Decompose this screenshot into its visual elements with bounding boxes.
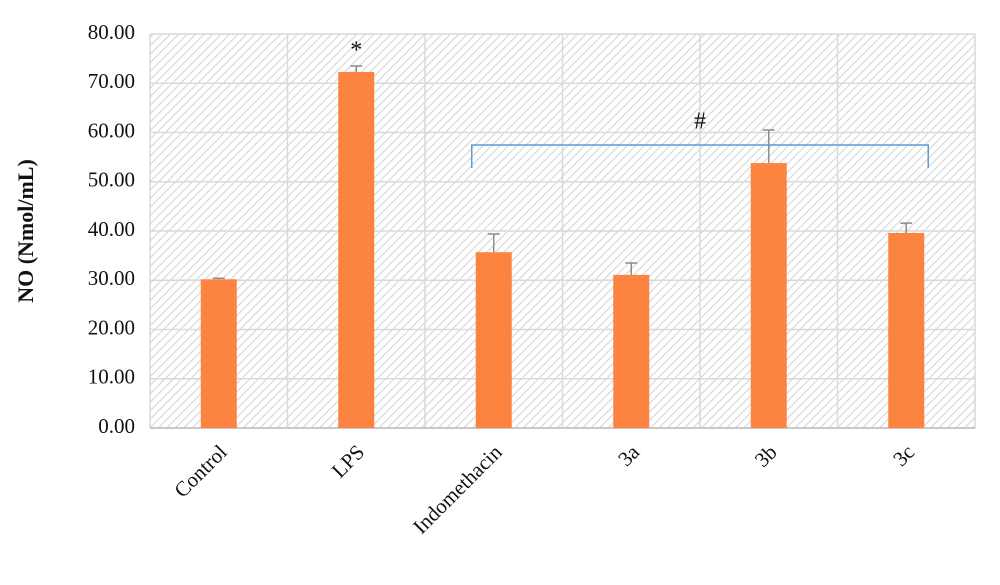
- y-tick-label: 0.00: [98, 414, 135, 438]
- bracket: [471, 144, 929, 168]
- x-tick-label: 3c: [888, 440, 919, 471]
- bar: [750, 163, 787, 428]
- y-tick-label: 40.00: [88, 217, 135, 241]
- error-bar: [625, 262, 638, 275]
- bar: [613, 274, 650, 428]
- error-bar: [487, 233, 500, 253]
- x-tick-label: 3a: [613, 439, 644, 470]
- annotation: *: [350, 38, 362, 64]
- y-tick-label: 50.00: [88, 168, 135, 192]
- error-bar: [212, 277, 225, 280]
- bar: [475, 252, 512, 428]
- x-tick-label: LPS: [327, 440, 370, 483]
- y-axis-title: NO (Nmol/mL): [13, 159, 38, 303]
- x-tick-label: Indomethacin: [408, 440, 507, 539]
- x-tick-label: 3b: [750, 440, 782, 472]
- bar: [200, 279, 237, 428]
- bar: [888, 232, 925, 428]
- error-bar: [900, 222, 913, 233]
- y-tick-label: 70.00: [88, 69, 135, 93]
- annotation: #: [694, 109, 706, 135]
- error-bar: [762, 129, 775, 164]
- y-tick-label: 80.00: [88, 20, 135, 44]
- x-tick-label: Control: [169, 440, 231, 502]
- error-bar: [350, 65, 363, 72]
- y-tick-label: 20.00: [88, 315, 135, 339]
- y-tick-label: 60.00: [88, 118, 135, 142]
- bar: [338, 71, 375, 429]
- y-tick-label: 30.00: [88, 266, 135, 290]
- y-tick-label: 10.00: [88, 365, 135, 389]
